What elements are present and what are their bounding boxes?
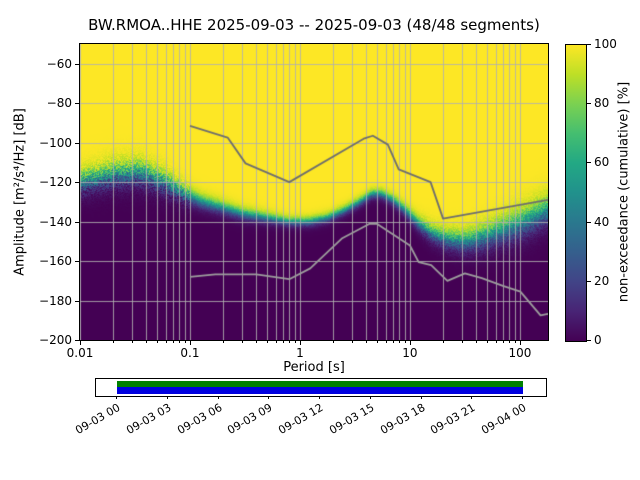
x-minor-tick bbox=[514, 341, 516, 343]
y-axis-label: Amplitude [m²/s⁴/Hz] [dB] bbox=[12, 108, 28, 276]
x-minor-tick bbox=[113, 341, 115, 343]
x-minor-tick bbox=[399, 341, 401, 343]
colorbar-label: non-exceedance (cumulative) [%] bbox=[616, 81, 632, 303]
x-major-tick bbox=[189, 341, 191, 345]
timeline-tick bbox=[217, 396, 219, 399]
x-major-tick bbox=[299, 341, 301, 345]
y-tick bbox=[75, 182, 79, 184]
x-minor-tick bbox=[333, 341, 335, 343]
timeline-tick bbox=[319, 396, 320, 399]
x-minor-tick bbox=[146, 341, 148, 343]
chart-title: BW.RMOA..HHE 2025-09-03 -- 2025-09-03 (4… bbox=[88, 16, 540, 34]
x-minor-tick bbox=[275, 341, 277, 343]
x-minor-tick bbox=[443, 341, 445, 343]
x-minor-tick bbox=[184, 341, 186, 343]
x-minor-tick bbox=[282, 341, 284, 343]
x-minor-tick bbox=[256, 341, 258, 343]
x-major-tick bbox=[519, 341, 521, 345]
x-axis-label: Period [s] bbox=[283, 360, 345, 375]
colorbar-tick-label: 80 bbox=[594, 96, 610, 111]
timeline-coverage-bar-green bbox=[117, 381, 523, 387]
x-tick-label: 0.1 bbox=[180, 346, 200, 360]
colorbar-tick bbox=[587, 340, 591, 341]
x-minor-tick bbox=[502, 341, 504, 343]
y-tick-label: −160 bbox=[39, 254, 72, 269]
y-tick bbox=[75, 340, 79, 341]
x-minor-tick bbox=[404, 341, 406, 343]
x-minor-tick bbox=[376, 341, 378, 343]
y-tick-label: −180 bbox=[39, 293, 72, 308]
x-minor-tick bbox=[266, 341, 268, 343]
x-minor-tick bbox=[223, 341, 225, 343]
colorbar-tick bbox=[587, 103, 591, 105]
x-minor-tick bbox=[476, 341, 478, 343]
y-tick-label: −200 bbox=[39, 333, 72, 347]
y-tick bbox=[75, 142, 79, 144]
timeline-tick bbox=[471, 396, 473, 399]
x-minor-tick bbox=[172, 341, 174, 343]
x-minor-tick bbox=[156, 341, 158, 343]
x-minor-tick bbox=[179, 341, 181, 343]
y-tick-label: −120 bbox=[39, 175, 72, 190]
x-major-tick bbox=[409, 341, 411, 345]
colorbar-tick bbox=[587, 44, 591, 45]
y-tick bbox=[75, 261, 79, 263]
y-tick-label: −60 bbox=[46, 56, 72, 71]
y-tick-label: −140 bbox=[39, 214, 72, 229]
timeline-tick bbox=[116, 396, 117, 399]
x-major-tick bbox=[80, 341, 81, 345]
colorbar-tick bbox=[587, 280, 591, 282]
timeline-tick bbox=[166, 396, 168, 399]
x-minor-tick bbox=[486, 341, 488, 343]
ppsd-heatmap-canvas bbox=[79, 43, 549, 341]
timeline-box bbox=[95, 378, 547, 397]
timeline-tick bbox=[369, 396, 371, 399]
timeline-tick bbox=[420, 396, 422, 399]
y-tick bbox=[75, 103, 79, 105]
colorbar-tick-label: 0 bbox=[594, 333, 602, 347]
x-minor-tick bbox=[495, 341, 497, 343]
y-tick bbox=[75, 221, 79, 223]
colorbar-tick-label: 40 bbox=[594, 214, 610, 229]
x-tick-label: 10 bbox=[402, 346, 418, 360]
x-minor-tick bbox=[385, 341, 387, 343]
colorbar-tick bbox=[587, 221, 591, 223]
timeline-coverage-bar-blue bbox=[117, 387, 523, 394]
x-minor-tick bbox=[352, 341, 354, 343]
y-tick-label: −80 bbox=[46, 96, 72, 111]
x-tick-label: 100 bbox=[508, 346, 532, 360]
y-tick bbox=[75, 63, 79, 65]
x-minor-tick bbox=[366, 341, 368, 343]
timeline-tick bbox=[268, 396, 270, 399]
colorbar-tick-label: 60 bbox=[594, 155, 610, 170]
x-minor-tick bbox=[392, 341, 394, 343]
x-minor-tick bbox=[509, 341, 511, 343]
y-tick-label: −100 bbox=[39, 135, 72, 150]
x-tick-label: 1 bbox=[296, 346, 304, 360]
colorbar-tick bbox=[587, 162, 591, 164]
x-minor-tick bbox=[242, 341, 244, 343]
y-tick bbox=[75, 300, 79, 302]
colorbar-gradient bbox=[565, 44, 587, 342]
x-minor-tick bbox=[132, 341, 134, 343]
x-minor-tick bbox=[294, 341, 296, 343]
colorbar-tick-label: 20 bbox=[594, 273, 610, 288]
colorbar-tick-label: 100 bbox=[594, 37, 617, 51]
x-minor-tick bbox=[462, 341, 464, 343]
x-minor-tick bbox=[165, 341, 167, 343]
timeline-tick bbox=[522, 396, 523, 399]
x-tick-label: 0.01 bbox=[66, 346, 94, 360]
x-minor-tick bbox=[289, 341, 291, 343]
